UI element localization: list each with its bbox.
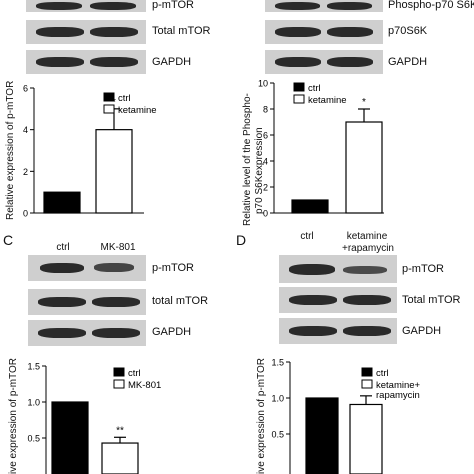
y-tick-label: 4 bbox=[23, 125, 28, 135]
panel-b-blot-label-gapdh: GAPDH bbox=[388, 56, 428, 68]
y-tick-label: 0 bbox=[263, 209, 268, 219]
bar-ctrl bbox=[51, 401, 89, 474]
legend-swatch bbox=[361, 367, 373, 377]
y-tick-label: 2 bbox=[23, 167, 28, 177]
significance-marker: * bbox=[362, 97, 366, 108]
panel-c-blot-total-mtor bbox=[28, 289, 146, 315]
bar-ketamine bbox=[95, 129, 133, 214]
significance-marker: ** bbox=[116, 425, 124, 436]
bar-ketamine-rapamycin bbox=[349, 403, 383, 474]
bar-ctrl bbox=[43, 191, 81, 214]
panel-b-blot-phospho-p70 bbox=[265, 0, 383, 12]
y-tick-label: 0 bbox=[23, 209, 28, 219]
legend-swatch bbox=[103, 92, 115, 102]
legend-swatch bbox=[293, 94, 305, 104]
legend-swatch bbox=[113, 379, 125, 389]
panel-c-blot-label-gapdh: GAPDH bbox=[152, 326, 192, 338]
legend-label: MK-801 bbox=[128, 380, 161, 391]
panel-d-blot-total-mtor bbox=[279, 287, 397, 313]
panel-c-lane-mk801: MK-801 bbox=[100, 242, 136, 253]
panel-c-blot-gapdh bbox=[28, 320, 146, 346]
y-tick-label: 0.5 bbox=[27, 434, 40, 444]
panel-c-blot-label-total-mtor: total mTOR bbox=[152, 295, 209, 307]
panel-c-lane-ctrl: ctrl bbox=[56, 242, 70, 253]
panel-d-blot-p-mtor bbox=[279, 255, 397, 283]
panel-b-blot-p70s6k bbox=[265, 20, 383, 44]
legend-label: ctrl bbox=[128, 368, 141, 379]
y-tick-label: 1.0 bbox=[271, 394, 284, 404]
panel-d-blot-gapdh bbox=[279, 318, 397, 344]
panel-a-blot-gapdh bbox=[26, 50, 146, 74]
legend-swatch bbox=[103, 104, 115, 114]
panel-b-y-axis-label-line1: Relative level of the Phospho- bbox=[242, 93, 253, 226]
legend-label: ctrl bbox=[118, 93, 131, 104]
panel-d-blot-label-total-mtor: Total mTOR bbox=[402, 294, 461, 306]
bar-ctrl bbox=[291, 199, 329, 214]
panel-d-y-axis-label: ive expression of p-mTOR bbox=[256, 358, 267, 474]
panel-a-blot-label-gapdh: GAPDH bbox=[152, 56, 192, 68]
y-tick-label: 6 bbox=[263, 131, 268, 141]
panel-d-letter: D bbox=[236, 232, 247, 248]
y-tick-label: 1.0 bbox=[27, 398, 40, 408]
y-tick-label: 8 bbox=[263, 105, 268, 115]
panel-a-blot-p-mtor bbox=[26, 0, 146, 12]
panel-b-y-axis-label-line2: p70 S6Kexpression bbox=[254, 127, 265, 214]
y-tick-label: 6 bbox=[23, 84, 28, 94]
y-tick-label: 4 bbox=[263, 157, 268, 167]
panel-c-letter: C bbox=[3, 232, 14, 248]
bar-ctrl bbox=[305, 397, 339, 474]
legend-label: ketamine bbox=[308, 95, 347, 106]
panel-b-blot-label-phospho-p70: Phospho-p70 S6K bbox=[388, 0, 474, 11]
panel-c-blot-p-mtor bbox=[28, 255, 146, 281]
legend-swatch bbox=[361, 379, 373, 389]
y-tick-label: 10 bbox=[258, 79, 268, 89]
significance-marker: * bbox=[112, 97, 116, 108]
panel-a-blot-label-p-mtor: p-mTOR bbox=[152, 0, 194, 11]
bar-mk-801 bbox=[101, 442, 139, 474]
panel-c-y-axis-label: ive expression of p-mTOR bbox=[8, 358, 19, 474]
panel-c-blot-label-p-mtor: p-mTOR bbox=[152, 262, 194, 274]
y-tick-label: 1.5 bbox=[271, 358, 284, 368]
panel-a-blot-total-mtor bbox=[26, 20, 146, 44]
bar-ketamine bbox=[345, 121, 383, 214]
panel-d-blot-label-p-mtor: p-mTOR bbox=[402, 263, 444, 275]
panel-b-blot-label-p70s6k: p70S6K bbox=[388, 25, 428, 37]
y-tick-label: 2 bbox=[263, 183, 268, 193]
legend-label: rapamycin bbox=[376, 390, 420, 401]
legend-swatch bbox=[293, 82, 305, 92]
panel-d-blot-label-gapdh: GAPDH bbox=[402, 325, 442, 337]
y-tick-label: 1.5 bbox=[27, 362, 40, 372]
legend-swatch bbox=[113, 367, 125, 377]
panel-d-lane-rapamycin: +rapamycin bbox=[342, 243, 394, 254]
legend-label: ctrl bbox=[308, 83, 321, 94]
legend-label: ketamine bbox=[118, 105, 157, 116]
legend-label: ctrl bbox=[376, 368, 389, 379]
panel-d-lane-ctrl: ctrl bbox=[300, 231, 314, 242]
legend-label: ketamine+ bbox=[376, 380, 421, 391]
panel-d-lane-ketamine: ketamine bbox=[346, 231, 388, 242]
y-tick-label: 0.5 bbox=[271, 430, 284, 440]
panel-a-blot-label-total-mtor: Total mTOR bbox=[152, 25, 211, 37]
panel-b-blot-gapdh bbox=[265, 50, 383, 74]
